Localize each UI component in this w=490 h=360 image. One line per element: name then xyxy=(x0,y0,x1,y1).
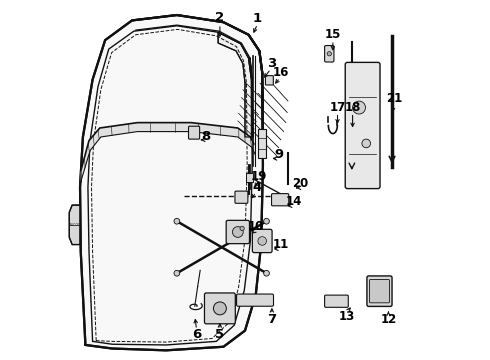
FancyBboxPatch shape xyxy=(324,45,334,62)
FancyBboxPatch shape xyxy=(324,295,348,307)
Polygon shape xyxy=(218,32,251,137)
Circle shape xyxy=(174,219,180,224)
FancyBboxPatch shape xyxy=(271,194,289,206)
FancyBboxPatch shape xyxy=(252,229,272,253)
Circle shape xyxy=(353,101,366,114)
Text: 17: 17 xyxy=(329,101,345,114)
Text: 18: 18 xyxy=(344,101,361,114)
Circle shape xyxy=(174,270,180,276)
FancyBboxPatch shape xyxy=(367,276,392,306)
Text: 21: 21 xyxy=(386,92,402,105)
FancyBboxPatch shape xyxy=(235,191,248,203)
Text: 13: 13 xyxy=(339,310,355,323)
Text: 11: 11 xyxy=(273,238,289,251)
Circle shape xyxy=(258,237,267,245)
FancyBboxPatch shape xyxy=(226,220,249,244)
Text: 7: 7 xyxy=(268,312,276,326)
Text: 4: 4 xyxy=(253,181,262,194)
Circle shape xyxy=(264,270,270,276)
Text: 9: 9 xyxy=(274,148,284,161)
Text: 12: 12 xyxy=(380,313,396,327)
Text: 20: 20 xyxy=(293,177,309,190)
Circle shape xyxy=(264,219,270,224)
FancyBboxPatch shape xyxy=(237,294,273,306)
FancyBboxPatch shape xyxy=(369,279,390,303)
Text: 19: 19 xyxy=(251,170,268,183)
Text: 16: 16 xyxy=(272,66,289,79)
Text: 8: 8 xyxy=(201,130,210,143)
Circle shape xyxy=(214,302,226,315)
Circle shape xyxy=(232,226,243,237)
Polygon shape xyxy=(80,15,263,350)
Text: 2: 2 xyxy=(215,12,224,24)
FancyBboxPatch shape xyxy=(204,293,235,324)
Text: UNLOCK: UNLOCK xyxy=(69,223,80,227)
Polygon shape xyxy=(69,205,80,244)
Circle shape xyxy=(362,139,370,148)
Circle shape xyxy=(240,226,245,230)
Text: 6: 6 xyxy=(192,328,201,341)
FancyBboxPatch shape xyxy=(189,126,199,139)
FancyBboxPatch shape xyxy=(246,173,252,182)
Text: 1: 1 xyxy=(253,12,262,25)
FancyBboxPatch shape xyxy=(258,129,266,158)
FancyBboxPatch shape xyxy=(345,62,380,189)
Circle shape xyxy=(327,51,331,56)
Text: 3: 3 xyxy=(267,57,276,70)
Text: 10: 10 xyxy=(247,220,264,233)
Text: 15: 15 xyxy=(325,28,341,41)
Text: 5: 5 xyxy=(215,328,224,341)
Text: 14: 14 xyxy=(285,195,302,208)
Polygon shape xyxy=(81,123,255,182)
FancyBboxPatch shape xyxy=(266,76,273,85)
